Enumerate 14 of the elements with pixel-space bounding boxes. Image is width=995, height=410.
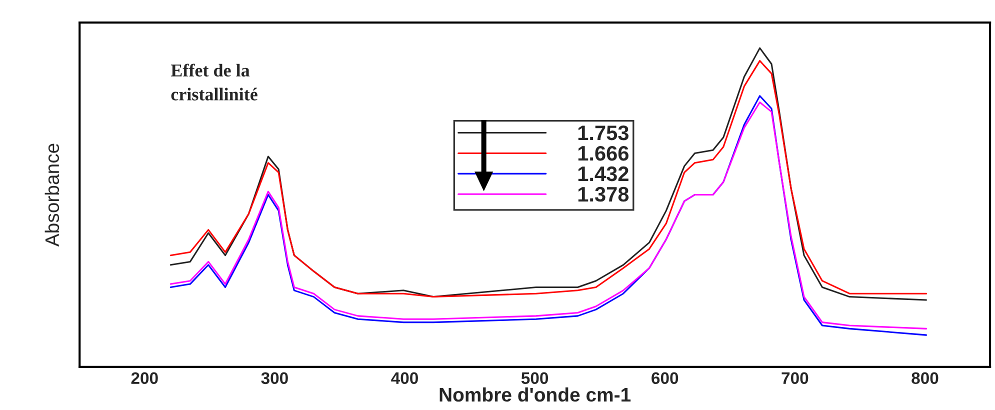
annotation: Effet de la cristallinité bbox=[170, 64, 258, 100]
y-axis-title: Absorbance bbox=[44, 144, 60, 247]
x-tick-label: 600 bbox=[652, 372, 678, 384]
legend-label: 1.753 bbox=[578, 126, 628, 140]
x-tick-label: 400 bbox=[391, 372, 418, 384]
legend-label: 1.666 bbox=[578, 146, 628, 161]
x-tick-label: 800 bbox=[912, 372, 938, 384]
x-tick-label: 500 bbox=[521, 372, 548, 384]
legend-label: 1.432 bbox=[578, 166, 628, 182]
x-tick-label: 700 bbox=[782, 372, 808, 384]
x-tick-label: 300 bbox=[261, 372, 288, 384]
legend-label: 1.378 bbox=[578, 186, 629, 202]
x-axis-title: Nombre d'onde cm-1 bbox=[440, 387, 631, 402]
x-tick-label: 200 bbox=[131, 372, 158, 384]
